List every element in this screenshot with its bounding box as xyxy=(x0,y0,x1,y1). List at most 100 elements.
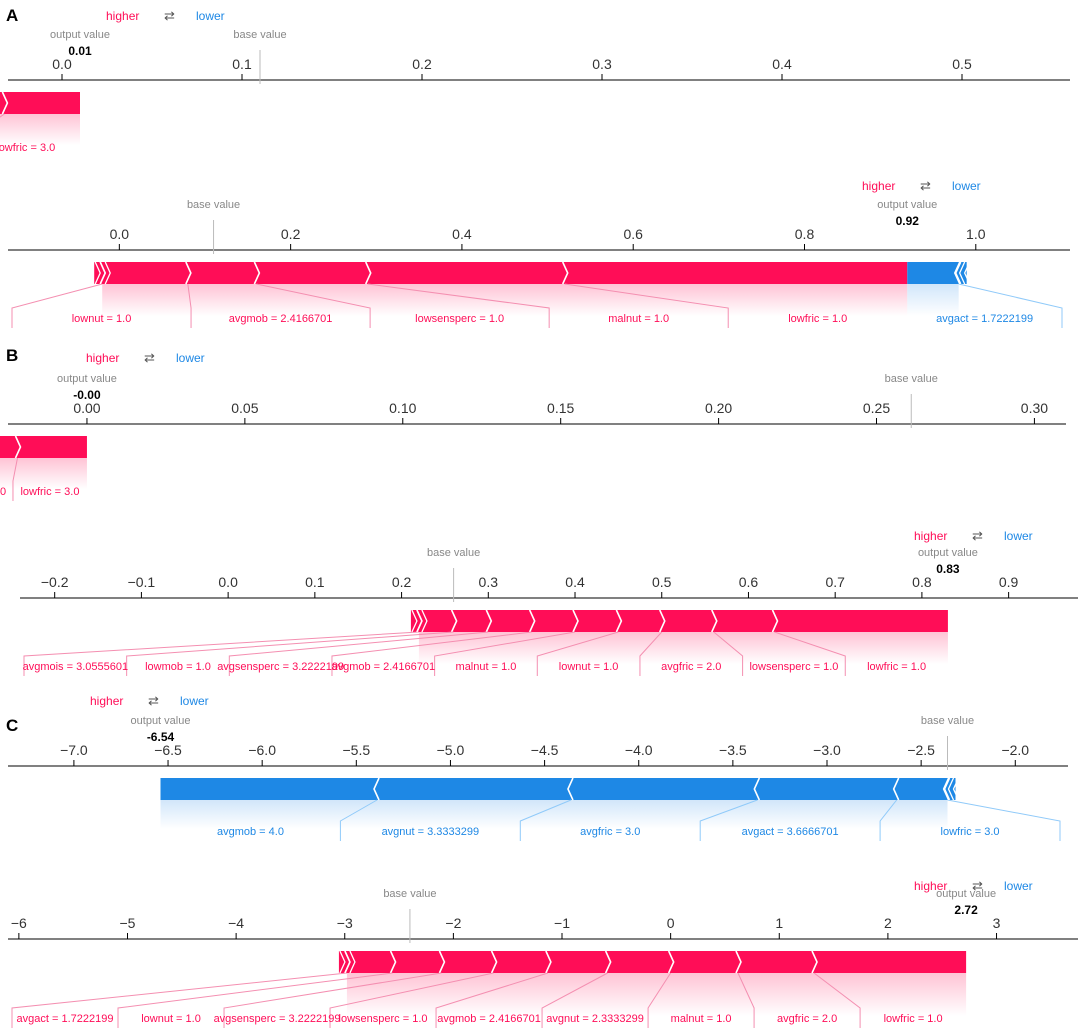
segment-separator xyxy=(943,777,951,801)
feature-label: lowsensperc = 1.0 xyxy=(339,1013,428,1025)
legend-arrows-icon: ⇄ xyxy=(144,350,155,365)
base-value-label: base value xyxy=(885,373,938,385)
segment-connector xyxy=(331,631,532,676)
panel-label-b: B xyxy=(6,346,19,365)
x-tick-label: −2.5 xyxy=(907,742,935,758)
x-tick-label: 0.6 xyxy=(623,226,643,242)
x-tick-label: 1 xyxy=(775,915,783,931)
x-tick-label: 0.30 xyxy=(1021,400,1048,416)
feature-label: avgnut = 3.3333299 xyxy=(382,826,480,838)
segment-separator xyxy=(567,777,574,801)
x-tick-label: 0.2 xyxy=(412,56,432,72)
segment-separator xyxy=(753,777,761,801)
panel-label-a: A xyxy=(6,6,19,25)
feature-label: lownut = 1.0 xyxy=(559,661,619,673)
legend-higher: higher xyxy=(914,529,947,543)
segment-separator xyxy=(667,950,675,974)
x-tick-label: 0.2 xyxy=(392,574,412,590)
panel-label-c: C xyxy=(6,716,19,735)
x-tick-label: 0.0 xyxy=(218,574,238,590)
base-value-label: base value xyxy=(187,199,240,211)
feature-label: avgact = 3.6666701 xyxy=(742,826,839,838)
force-plot-a-2: 0.0 0.2 0.4 0.6 0.8 1.0 base value output value… xyxy=(8,178,1070,328)
legend-arrows-icon: ⇄ xyxy=(148,693,159,708)
legend-arrows-icon: ⇄ xyxy=(164,8,175,23)
output-value-number: 0.83 xyxy=(936,562,960,576)
feature-label: malnut = 1.0 xyxy=(608,313,669,325)
legend: higher ⇄ lower xyxy=(862,178,981,193)
output-value-label: output value xyxy=(57,373,117,385)
segment-separator xyxy=(615,609,623,633)
x-tick-label: −5.0 xyxy=(437,742,465,758)
segment-connector xyxy=(879,799,898,841)
end-chevron xyxy=(349,950,356,974)
legend: higher ⇄ lower xyxy=(914,878,1033,893)
output-value-label: output value xyxy=(936,888,996,900)
x-tick-label: −4.0 xyxy=(625,742,653,758)
segment-separator xyxy=(735,950,742,974)
negative-gradient-band xyxy=(160,800,948,829)
feature-label: malnut = 1.0 xyxy=(456,661,517,673)
legend-arrows-icon: ⇄ xyxy=(972,528,983,543)
x-tick-label: 0.1 xyxy=(232,56,252,72)
segment-connector xyxy=(11,283,103,328)
segment-separator xyxy=(485,609,493,633)
segment-separator xyxy=(954,261,962,285)
feature-label: avgmob = 2.4166701 xyxy=(437,1013,541,1025)
feature-label: avgsensperc = 3.2222199 xyxy=(214,1013,341,1025)
feature-label: avgfric = 2.0 xyxy=(661,661,721,673)
segment-separator xyxy=(711,609,718,633)
segment-separator xyxy=(892,777,900,801)
legend-lower: lower xyxy=(1004,879,1033,893)
x-tick-label: −2 xyxy=(445,915,461,931)
feature-label: lowfric = 1.0 xyxy=(884,1013,943,1025)
end-chevron xyxy=(958,261,966,285)
segment-connector xyxy=(947,799,1061,841)
segment-connector xyxy=(228,631,489,676)
feature-label: lowfric = 3.0 xyxy=(941,826,1000,838)
legend-higher: higher xyxy=(914,879,947,893)
legend: higher ⇄ lower xyxy=(914,528,1033,543)
legend-higher: higher xyxy=(106,9,139,23)
segment-connector xyxy=(187,283,192,328)
positive-bar xyxy=(0,92,80,114)
end-chevron xyxy=(421,609,428,633)
x-tick-label: 0.7 xyxy=(825,574,845,590)
segment-connector xyxy=(11,972,347,1028)
legend-lower: lower xyxy=(180,694,209,708)
feature-label: avgact = 1.7222199 xyxy=(17,1013,114,1025)
x-tick-label: 0.10 xyxy=(389,400,416,416)
segment-connector xyxy=(23,631,419,676)
output-value-number: 2.72 xyxy=(954,903,978,917)
segment-separator xyxy=(659,609,666,633)
x-tick-label: −4 xyxy=(228,915,244,931)
segment-separator xyxy=(1,91,9,115)
end-chevron xyxy=(953,261,961,285)
x-tick-label: 0.25 xyxy=(863,400,890,416)
end-chevron xyxy=(952,777,960,801)
output-value-label: output value xyxy=(877,199,937,211)
segment-separator xyxy=(364,261,372,285)
segment-connector xyxy=(699,799,758,841)
segment-separator xyxy=(811,950,818,974)
x-tick-label: 0.3 xyxy=(479,574,499,590)
force-plot-b-2: −0.2 −0.1 0.0 0.1 0.2 0.3 0.4 0.5 0.6 0.7 0.8 0.9 ba… xyxy=(20,528,1078,676)
feature-label: avgmois = 3.0555601 xyxy=(23,661,129,673)
legend: higher ⇄ lower xyxy=(90,693,209,708)
feature-label: avgnut = 2.3333299 xyxy=(546,1013,644,1025)
output-value-label: output value xyxy=(918,547,978,559)
segment-separator xyxy=(545,950,552,974)
feature-label: avgfric = 2.0 xyxy=(777,1013,837,1025)
segment-connector xyxy=(126,631,454,676)
segment-connector xyxy=(117,972,393,1028)
end-chevron xyxy=(94,261,101,285)
segment-separator xyxy=(528,609,536,633)
positive-bar xyxy=(338,951,967,973)
feature-label: lowsensperc = 1.0 xyxy=(749,661,838,673)
positive-bar xyxy=(0,436,87,458)
feature-label: lownut = 1.0 xyxy=(72,313,132,325)
x-tick-label: −7.0 xyxy=(60,742,88,758)
positive-gradient-band xyxy=(102,284,908,316)
x-tick-label: 0.9 xyxy=(999,574,1019,590)
